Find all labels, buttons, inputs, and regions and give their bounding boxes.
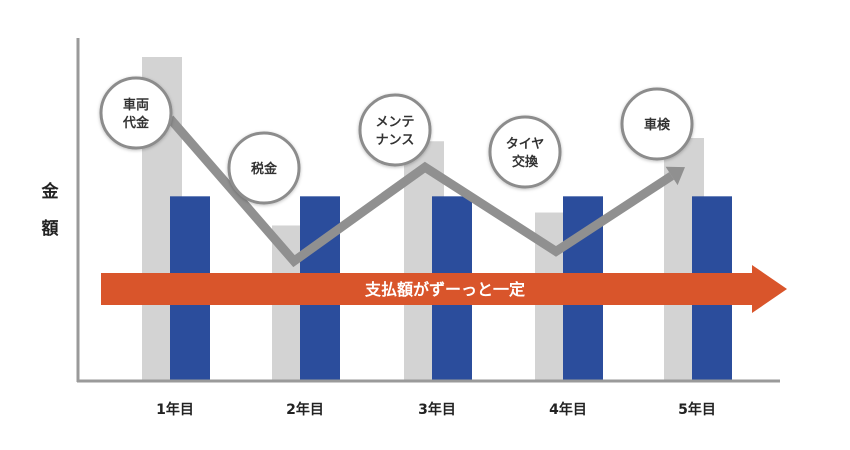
x-tick-label: 3年目 bbox=[418, 401, 456, 418]
annotation-text: 交換 bbox=[512, 154, 539, 170]
annotation-bubble-5: 車検 bbox=[620, 87, 694, 161]
annotation-bubble-circle bbox=[227, 131, 301, 205]
trend-line bbox=[166, 115, 675, 268]
trend-line-arrowhead bbox=[665, 166, 685, 186]
y-axis-label: 金 額 bbox=[41, 181, 60, 239]
y-axis-label-char-2: 額 bbox=[41, 218, 59, 239]
annotation-text: メンテ bbox=[375, 115, 414, 130]
annotation-text: 車検 bbox=[644, 117, 671, 133]
x-tick-label: 5年目 bbox=[678, 401, 716, 418]
x-tick-label: 4年目 bbox=[549, 401, 587, 418]
bars-gray-series bbox=[142, 57, 704, 381]
annotation-bubble-circle bbox=[358, 93, 432, 167]
annotation-text: 税金 bbox=[251, 161, 278, 177]
annotation-bubble-circle bbox=[488, 115, 562, 189]
x-tick-labels: 1年目 2年目 3年目 4年目 5年目 bbox=[156, 401, 716, 418]
x-tick-label: 1年目 bbox=[156, 401, 194, 418]
trend-line-arrow bbox=[166, 115, 685, 268]
annotation-text: ナンス bbox=[376, 133, 415, 148]
annotation-text: 車両 bbox=[123, 97, 149, 113]
banner-arrow: 支払額がずーっと一定 bbox=[101, 265, 787, 313]
annotation-bubble-circle bbox=[99, 76, 173, 150]
x-tick-label: 2年目 bbox=[286, 401, 324, 418]
annotation-text: 代金 bbox=[122, 115, 150, 131]
y-axis-label-char-1: 金 bbox=[41, 181, 60, 202]
banner-arrow-text: 支払額がずーっと一定 bbox=[364, 280, 525, 299]
annotation-text: タイヤ bbox=[506, 137, 545, 152]
annotation-bubble-circle bbox=[620, 87, 694, 161]
annotation-bubble-2: 税金 bbox=[227, 131, 301, 205]
banner-arrow-shape bbox=[101, 265, 787, 313]
